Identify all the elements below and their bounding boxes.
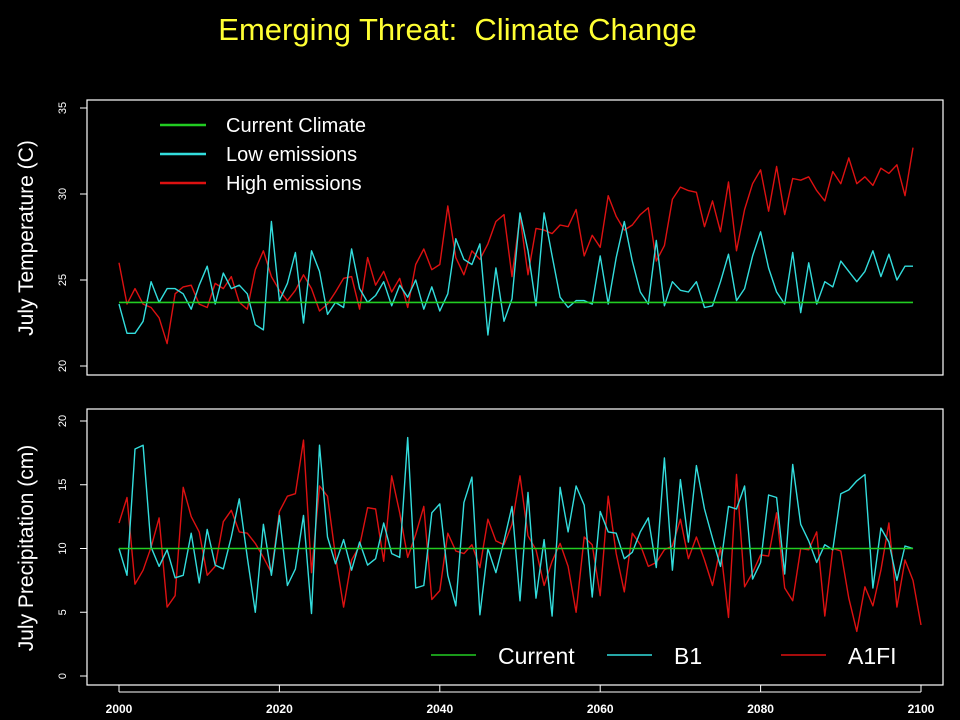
precipitation-series-a1fi (118, 439, 922, 633)
temperature-ytick-label-25: 25 (57, 274, 69, 286)
precipitation-ytick-label-5: 5 (57, 609, 69, 615)
xtick-label-2020: 2020 (266, 702, 293, 716)
precipitation-axis-label: July Precipitation (cm) (15, 445, 38, 652)
legend-label-low-emissions: Low emissions (226, 144, 357, 166)
precipitation-ytick-label-10: 10 (57, 542, 69, 554)
legend-label-b1: B1 (674, 643, 702, 669)
xtick-label-2100: 2100 (908, 702, 935, 716)
xtick-label-2080: 2080 (747, 702, 774, 716)
precipitation-ytick-label-0: 0 (57, 673, 69, 679)
precipitation-ytick-label-20: 20 (57, 415, 69, 427)
legend-label-current-climate: Current Climate (226, 115, 366, 137)
precipitation-series-b1 (118, 436, 914, 617)
legend-label-current: Current (498, 643, 575, 669)
precipitation-plot-frame (86, 408, 944, 686)
temperature-series-low-emissions (118, 212, 913, 336)
temperature-series-high-emissions (118, 147, 914, 345)
xtick-label-2060: 2060 (587, 702, 614, 716)
temperature-plot-frame (86, 99, 944, 376)
slide-title: Emerging Threat: Climate Change (218, 12, 697, 47)
temperature-ytick-label-20: 20 (57, 360, 69, 372)
xtick-label-2000: 2000 (106, 702, 133, 716)
temperature-axis-label: July Temperature (C) (15, 140, 38, 336)
precipitation-legend: Current B1 A1FI (431, 643, 897, 669)
temperature-legend: Current Climate Low emissions High emiss… (160, 115, 366, 195)
precipitation-ytick-label-15: 15 (57, 479, 69, 491)
legend-label-a1fi: A1FI (848, 643, 897, 669)
legend-label-high-emissions: High emissions (226, 173, 362, 195)
temperature-ytick-label-30: 30 (57, 188, 69, 200)
temperature-ytick-label-35: 35 (57, 102, 69, 114)
xtick-label-2040: 2040 (426, 702, 453, 716)
